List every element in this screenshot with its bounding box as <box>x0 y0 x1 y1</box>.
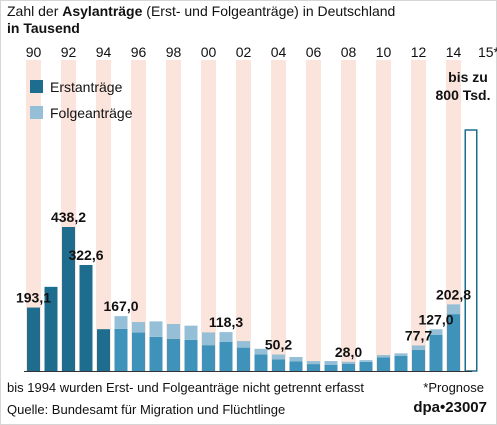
source-text: Quelle: Bundesamt für Migration und Flüc… <box>7 402 286 417</box>
legend-swatch <box>30 106 43 119</box>
data-label: 77,7 <box>405 327 432 343</box>
data-label: 322,6 <box>68 247 103 263</box>
legend-label: Folgeanträge <box>50 105 133 121</box>
data-label: 118,3 <box>209 314 243 330</box>
chart-title: Zahl der Asylanträge (Erst- und Folgeant… <box>7 3 395 19</box>
bar-erstantraege <box>429 334 443 371</box>
bar-folgeantraege <box>359 360 373 362</box>
bar-folgeantraege <box>219 332 233 342</box>
chart-unit: in Tausend <box>7 20 80 36</box>
title-suffix: (Erst- und Folgeanträge) in Deutschland <box>142 3 396 19</box>
footnote-text: bis 1994 wurden Erst- und Folgeanträge n… <box>7 380 364 395</box>
bar-folgeantraege <box>447 304 460 315</box>
bar-erstantraege <box>377 357 390 371</box>
data-label: 202,8 <box>436 286 471 302</box>
bar-folgeantraege <box>114 316 128 329</box>
x-tick-label: 15* <box>478 44 497 60</box>
forecast-bar <box>464 129 478 372</box>
data-label: 127,0 <box>418 311 453 327</box>
bar-folgeantraege <box>237 341 250 348</box>
data-label: 193,1 <box>16 290 51 306</box>
x-tick-label: 08 <box>341 44 357 60</box>
bar-erstantraege <box>307 364 320 371</box>
bar-folgeantraege <box>324 361 338 365</box>
bar-folgeantraege <box>377 355 390 358</box>
x-tick-label: 90 <box>26 44 42 60</box>
background-stripe <box>201 60 216 371</box>
x-tick-label: 12 <box>411 44 427 60</box>
bar-erstantraege <box>237 347 250 371</box>
forecast-note: *Prognose <box>423 380 484 395</box>
bar-folgeantraege <box>342 361 355 364</box>
x-tick-label: 94 <box>96 44 112 60</box>
bar-erstantraege <box>219 341 233 371</box>
x-tick-label: 92 <box>61 44 77 60</box>
bar-erstantraege <box>27 307 40 371</box>
legend-swatch <box>30 80 43 93</box>
bar-erstantraege <box>394 355 408 371</box>
bar-folgeantraege <box>394 353 408 356</box>
bar-folgeantraege <box>202 332 215 346</box>
bar-folgeantraege <box>412 345 425 350</box>
data-label: 167,0 <box>103 298 138 314</box>
x-tick-label: 98 <box>166 44 182 60</box>
background-stripe <box>376 60 391 371</box>
x-tick-label: 96 <box>131 44 147 60</box>
bar-folgeantraege <box>289 357 303 362</box>
x-tick-label: 06 <box>306 44 322 60</box>
bar-folgeantraege <box>307 361 320 365</box>
bar-folgeantraege <box>149 321 163 337</box>
background-stripe <box>166 60 181 371</box>
bar-erstantraege <box>342 363 355 371</box>
x-tick-label: 14 <box>446 44 462 60</box>
title-bold: Asylanträge <box>62 3 143 19</box>
bar-erstantraege <box>97 329 110 371</box>
background-stripe <box>131 60 146 371</box>
bar-folgeantraege <box>254 348 268 355</box>
bar-erstantraege <box>132 332 145 371</box>
bar-erstantraege <box>114 328 128 371</box>
background-stripe <box>341 60 356 371</box>
x-tick-label: 02 <box>236 44 252 60</box>
x-tick-label: 10 <box>376 44 392 60</box>
data-label: 438,2 <box>51 209 86 225</box>
bar-folgeantraege <box>132 322 145 333</box>
data-label: 28,0 <box>335 344 362 360</box>
forecast-label: bis zu <box>448 69 488 85</box>
background-stripe <box>446 60 461 371</box>
bar-erstantraege <box>202 345 215 371</box>
forecast-label: 800 Tsd. <box>436 87 491 103</box>
bar-folgeantraege <box>167 324 180 339</box>
bar-erstantraege <box>447 314 460 371</box>
background-stripe <box>96 60 111 371</box>
background-stripe <box>411 60 426 371</box>
background-stripe <box>236 60 251 371</box>
bar-erstantraege <box>79 264 93 371</box>
bar-erstantraege <box>272 359 285 371</box>
bar-folgeantraege <box>429 329 443 335</box>
bar-erstantraege <box>324 364 338 371</box>
bar-erstantraege <box>167 338 180 371</box>
bar-erstantraege <box>289 361 303 371</box>
title-prefix: Zahl der <box>7 3 63 19</box>
x-tick-label: 00 <box>201 44 217 60</box>
data-label: 50,2 <box>265 337 292 353</box>
background-stripe <box>306 60 321 371</box>
background-stripe <box>271 60 286 371</box>
bar-erstantraege <box>44 286 58 371</box>
bar-erstantraege <box>359 361 373 371</box>
bar-folgeantraege <box>184 325 198 340</box>
x-tick-label: 04 <box>271 44 287 60</box>
legend-label: Erstanträge <box>50 79 123 95</box>
bar-erstantraege <box>254 354 268 371</box>
bar-erstantraege <box>62 227 75 371</box>
background-stripe <box>26 60 41 371</box>
agency-brand: dpa•23007 <box>413 399 487 416</box>
bar-folgeantraege <box>272 354 285 360</box>
bar-erstantraege <box>412 349 425 371</box>
bar-erstantraege <box>184 339 198 371</box>
bar-erstantraege <box>149 336 163 371</box>
